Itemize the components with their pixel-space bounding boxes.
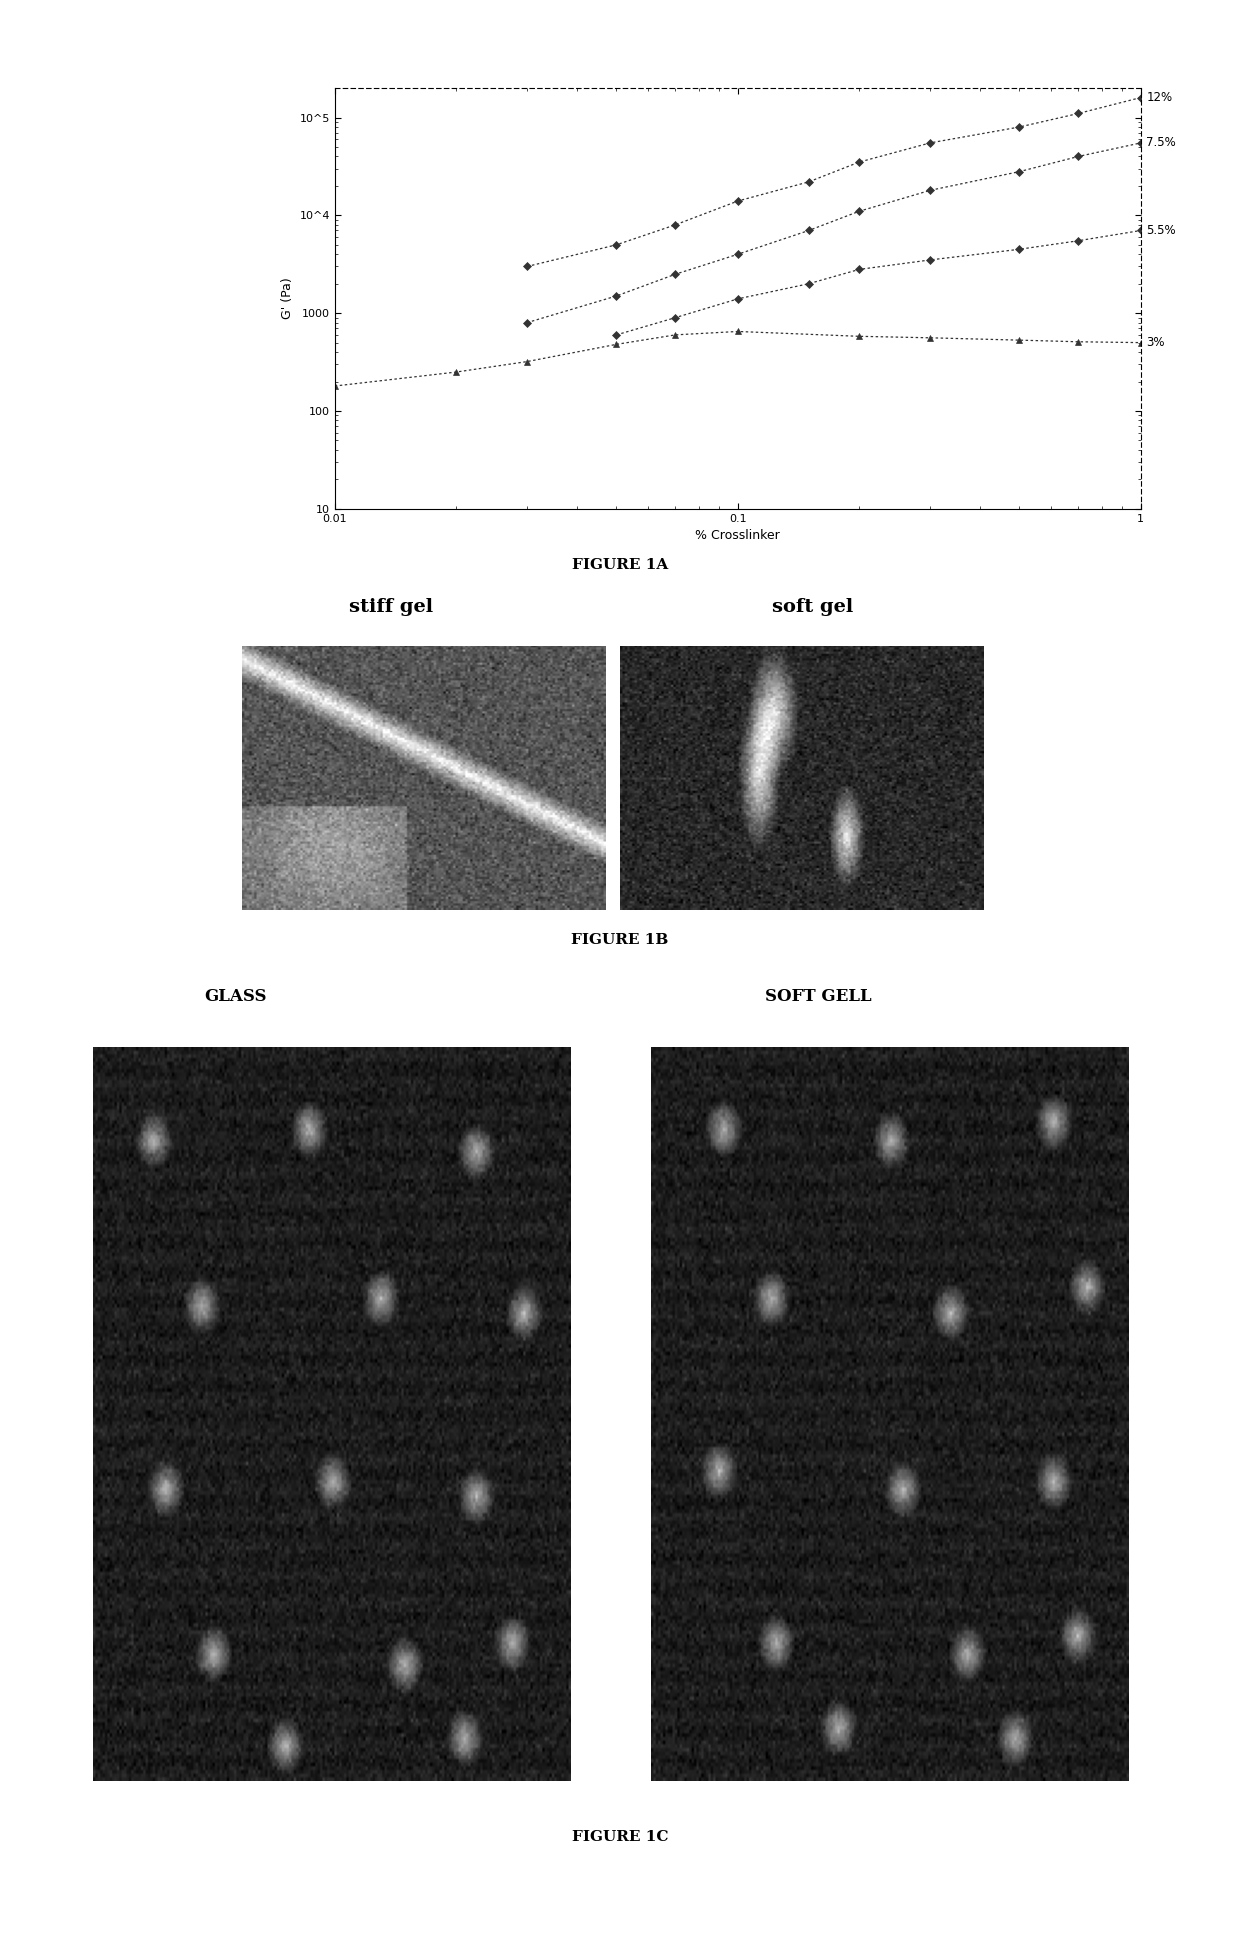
Text: stiff gel: stiff gel: [348, 599, 433, 616]
Text: soft gel: soft gel: [771, 599, 853, 616]
Text: 3%: 3%: [1146, 337, 1164, 348]
Text: SOFT GELL: SOFT GELL: [765, 988, 872, 1006]
Text: FIGURE 1B: FIGURE 1B: [572, 933, 668, 947]
X-axis label: % Crosslinker: % Crosslinker: [696, 528, 780, 542]
Text: GLASS: GLASS: [205, 988, 267, 1006]
Text: 7.5%: 7.5%: [1146, 137, 1176, 149]
Text: 12%: 12%: [1146, 92, 1173, 104]
Text: FIGURE 1C: FIGURE 1C: [572, 1830, 668, 1843]
Text: FIGURE 1A: FIGURE 1A: [572, 558, 668, 571]
Text: 5.5%: 5.5%: [1146, 223, 1176, 237]
Y-axis label: G' (Pa): G' (Pa): [281, 278, 294, 319]
